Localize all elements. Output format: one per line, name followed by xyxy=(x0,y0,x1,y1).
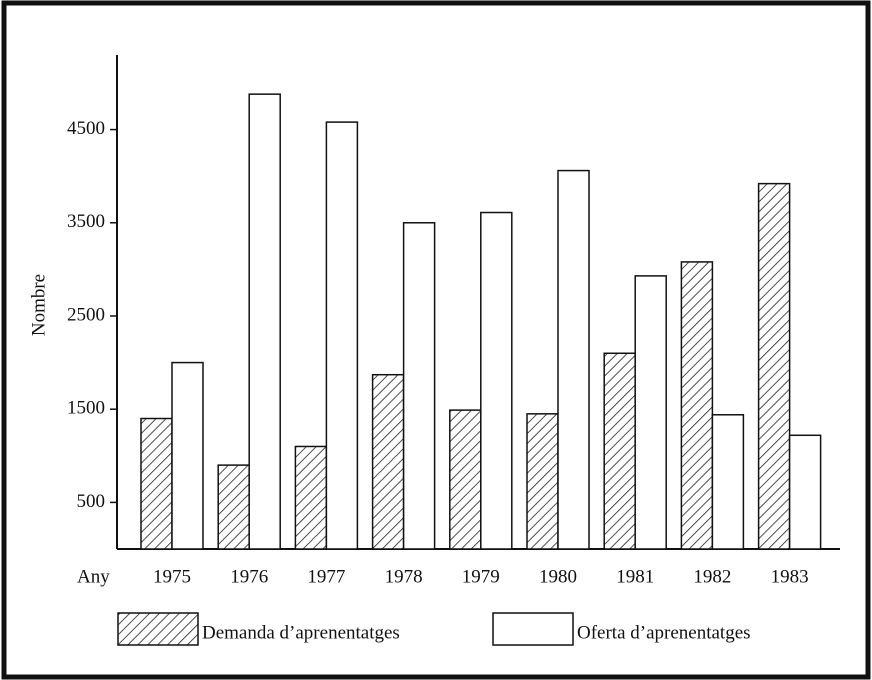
x-tick-label: 1975 xyxy=(153,566,191,587)
bar xyxy=(371,373,405,550)
y-tick-label: 1500 xyxy=(67,398,105,419)
x-tick-label: 1983 xyxy=(771,566,809,587)
x-tick-label: 1976 xyxy=(230,566,268,587)
bar xyxy=(402,222,436,550)
legend-swatch xyxy=(492,612,574,646)
bar xyxy=(171,361,204,550)
bar xyxy=(294,445,328,550)
y-tick-label: 3500 xyxy=(67,211,105,232)
y-tick-label: 4500 xyxy=(67,118,105,139)
bar xyxy=(480,211,513,550)
bar xyxy=(526,413,559,550)
legend-swatch xyxy=(117,612,199,646)
y-axis-label: Nombre xyxy=(28,274,49,336)
bar xyxy=(140,417,173,550)
x-tick-label: 1978 xyxy=(385,566,423,587)
x-tick-label: 1982 xyxy=(693,566,731,587)
x-axis-label: Any xyxy=(77,566,110,587)
bar xyxy=(557,169,590,550)
bar xyxy=(217,464,250,550)
bar xyxy=(603,352,636,550)
bar xyxy=(711,414,745,550)
x-tick-label: 1979 xyxy=(462,566,500,587)
bar xyxy=(248,93,281,550)
bar xyxy=(788,434,822,550)
x-tick-label: 1980 xyxy=(539,566,577,587)
y-tick-label: 2500 xyxy=(67,304,105,325)
bar xyxy=(680,261,714,550)
x-tick-label: 1977 xyxy=(307,566,345,587)
bar xyxy=(325,121,359,550)
legend-label: Oferta d’aprenentatges xyxy=(577,622,751,643)
x-tick-label: 1981 xyxy=(616,566,654,587)
bar xyxy=(449,409,482,550)
bar xyxy=(757,182,791,550)
legend-label: Demanda d’aprenentatges xyxy=(202,622,400,643)
y-tick-label: 500 xyxy=(77,491,106,512)
bar xyxy=(634,275,667,550)
